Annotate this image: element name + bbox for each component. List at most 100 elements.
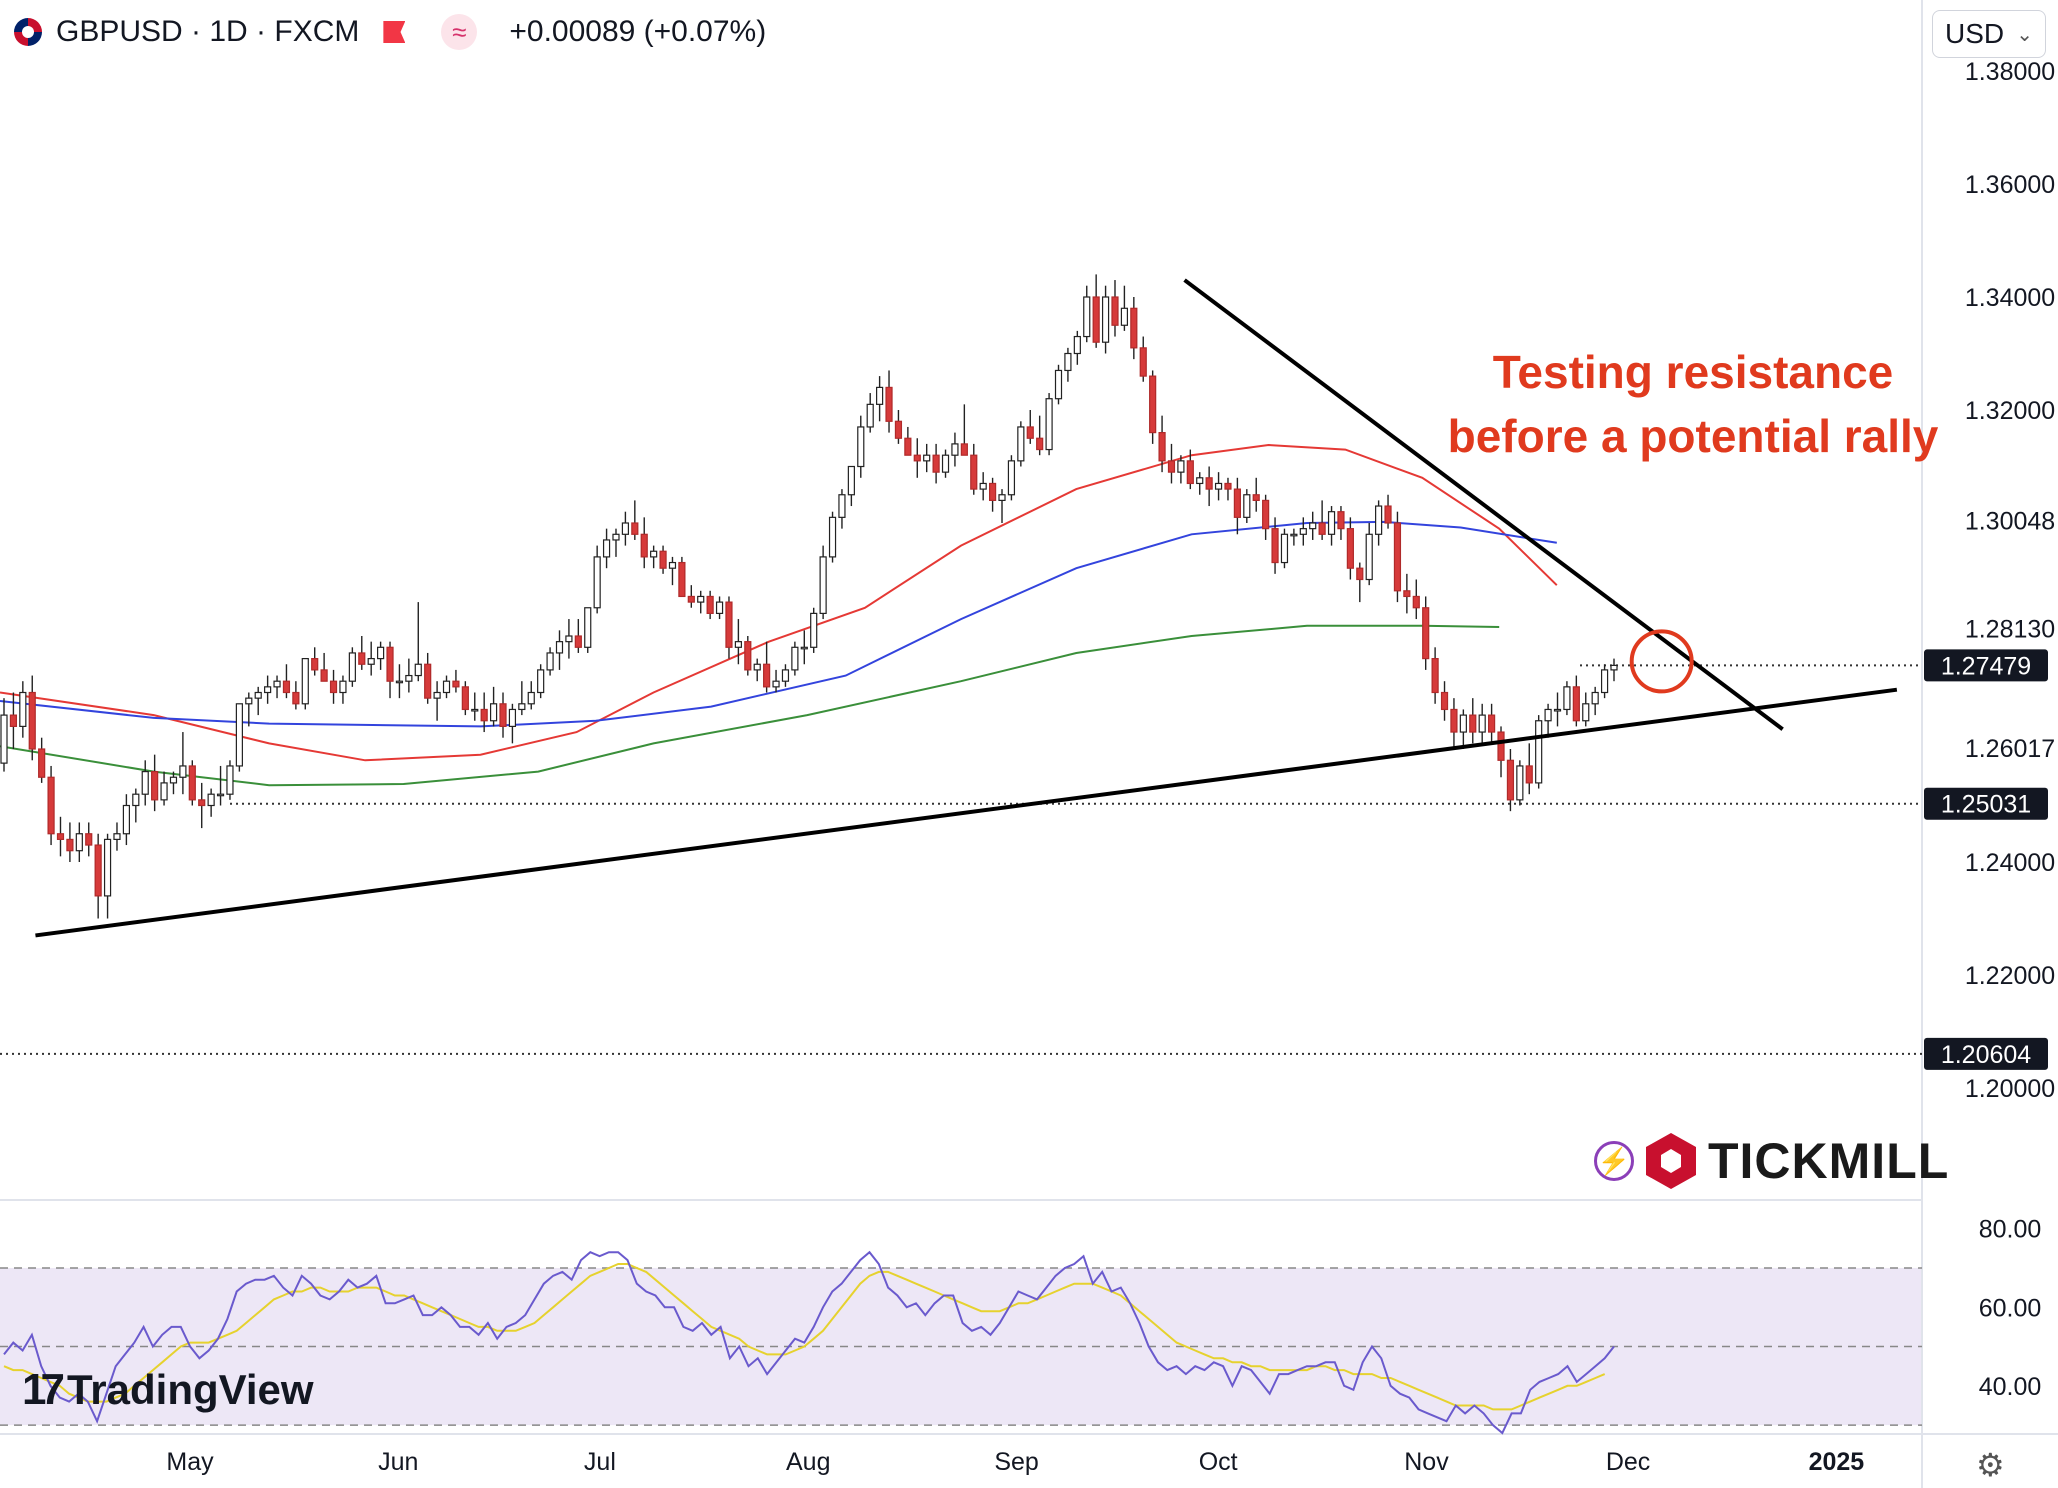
currency-selector[interactable]: USD ⌄ bbox=[1932, 10, 2046, 58]
candle-up bbox=[697, 595, 705, 603]
candle-up bbox=[1516, 765, 1524, 801]
candle-down bbox=[85, 833, 93, 846]
price-tick-label: 1.34000 bbox=[1965, 284, 2055, 312]
moving-average-green bbox=[0, 624, 1500, 787]
candle-up bbox=[471, 708, 479, 712]
candle-down bbox=[1092, 296, 1100, 343]
candle-up bbox=[1007, 460, 1016, 496]
candle-up bbox=[1563, 686, 1571, 711]
price-level-label: 1.25031 bbox=[1941, 791, 2031, 819]
settings-icon[interactable]: ⚙ bbox=[1976, 1447, 2005, 1483]
uk-us-flag-icon bbox=[14, 18, 42, 46]
candle-down bbox=[320, 669, 328, 682]
price-tick-label: 1.36000 bbox=[1965, 171, 2055, 199]
symbol-label[interactable]: GBPUSD · 1D · FXCM bbox=[56, 15, 360, 48]
candle-down bbox=[292, 691, 300, 705]
price-tick-label: 1.30048 bbox=[1965, 507, 2055, 535]
candle-up bbox=[19, 691, 27, 728]
candle-up bbox=[810, 612, 818, 648]
candle-up bbox=[245, 697, 253, 705]
candle-up bbox=[753, 663, 761, 671]
candle-down bbox=[1412, 595, 1420, 609]
candle-up bbox=[791, 646, 799, 671]
candle-down bbox=[1158, 432, 1166, 462]
candle-down bbox=[574, 635, 582, 648]
candle-down bbox=[499, 703, 507, 727]
candle-up bbox=[1582, 703, 1590, 722]
candle-down bbox=[1450, 708, 1458, 733]
candle-up bbox=[941, 454, 950, 473]
candle-up bbox=[1309, 522, 1317, 530]
candle-up bbox=[1243, 494, 1251, 518]
candle-up bbox=[226, 765, 234, 795]
time-tick-label: May bbox=[166, 1448, 214, 1476]
candle-up bbox=[1553, 708, 1562, 712]
candle-up bbox=[179, 765, 187, 778]
indicator-wave-icon[interactable]: ≈ bbox=[441, 14, 478, 50]
resistance-test-circle bbox=[1629, 629, 1694, 694]
chart-header: GBPUSD · 1D · FXCM ≈ +0.00089 (+0.07%) bbox=[14, 10, 766, 54]
candle-down bbox=[894, 420, 903, 439]
candle-up bbox=[772, 680, 780, 688]
candle-up bbox=[1120, 307, 1129, 326]
candle-down bbox=[1384, 505, 1392, 524]
candle-up bbox=[348, 652, 356, 682]
tickmill-bolt-icon: ⚡ bbox=[1594, 1141, 1634, 1181]
tradingview-wordmark: TradingView bbox=[66, 1366, 314, 1413]
candle-down bbox=[706, 595, 714, 615]
candle-down bbox=[1440, 691, 1449, 711]
candle-up bbox=[1083, 296, 1091, 338]
price-level-box bbox=[1924, 649, 2048, 682]
candle-down bbox=[1139, 347, 1147, 377]
candle-up bbox=[866, 403, 874, 428]
candle-down bbox=[1572, 686, 1580, 722]
candle-up bbox=[593, 556, 601, 609]
candle-up bbox=[1214, 482, 1223, 490]
tradingview-logo[interactable]: 17 TradingView bbox=[22, 1365, 314, 1415]
candle-up bbox=[301, 657, 309, 705]
price-level-box bbox=[1924, 1037, 2048, 1070]
red-flag-icon[interactable] bbox=[383, 21, 406, 43]
time-tick-label: Jul bbox=[584, 1448, 616, 1476]
candle-up bbox=[489, 703, 498, 722]
candle-down bbox=[188, 765, 196, 801]
candle-down bbox=[282, 680, 291, 694]
time-tick-label: Aug bbox=[786, 1448, 830, 1476]
candle-down bbox=[631, 522, 639, 535]
candle-up bbox=[1017, 426, 1025, 462]
currency-chevron-icon: ⌄ bbox=[2016, 23, 2033, 46]
candle-down bbox=[687, 595, 695, 603]
rsi-line bbox=[3, 1250, 1615, 1435]
candle-down bbox=[1469, 714, 1477, 733]
trendline bbox=[35, 687, 1898, 938]
candle-up bbox=[122, 804, 130, 835]
candle-up bbox=[621, 522, 630, 535]
candle-down bbox=[94, 844, 102, 897]
candle-down bbox=[151, 770, 159, 801]
candle-up bbox=[1478, 714, 1486, 733]
candle-down bbox=[763, 663, 771, 688]
candle-down bbox=[1337, 511, 1345, 530]
tickmill-wordmark: TICKMILL bbox=[1708, 1133, 1950, 1189]
candle-down bbox=[1525, 765, 1533, 784]
candle-down bbox=[1422, 607, 1430, 660]
candle-down bbox=[1356, 567, 1364, 581]
candle-up bbox=[1365, 533, 1373, 581]
price-tick-label: 1.20000 bbox=[1965, 1075, 2055, 1103]
candle-up bbox=[998, 494, 1006, 502]
candle-up bbox=[160, 782, 168, 801]
candle-up bbox=[273, 680, 281, 688]
time-tick-label: Sep bbox=[994, 1448, 1038, 1476]
candle-up bbox=[584, 607, 592, 648]
candle-down bbox=[452, 680, 460, 688]
candle-down bbox=[1205, 477, 1213, 490]
candle-up bbox=[979, 482, 987, 490]
candle-up bbox=[508, 708, 517, 728]
candle-down bbox=[960, 443, 968, 456]
candle-up bbox=[857, 426, 865, 468]
candle-up bbox=[339, 680, 347, 694]
candle-down bbox=[461, 686, 469, 711]
tickmill-logo: ⚡ TICKMILL bbox=[1594, 1132, 1949, 1190]
candle-up bbox=[555, 641, 564, 654]
